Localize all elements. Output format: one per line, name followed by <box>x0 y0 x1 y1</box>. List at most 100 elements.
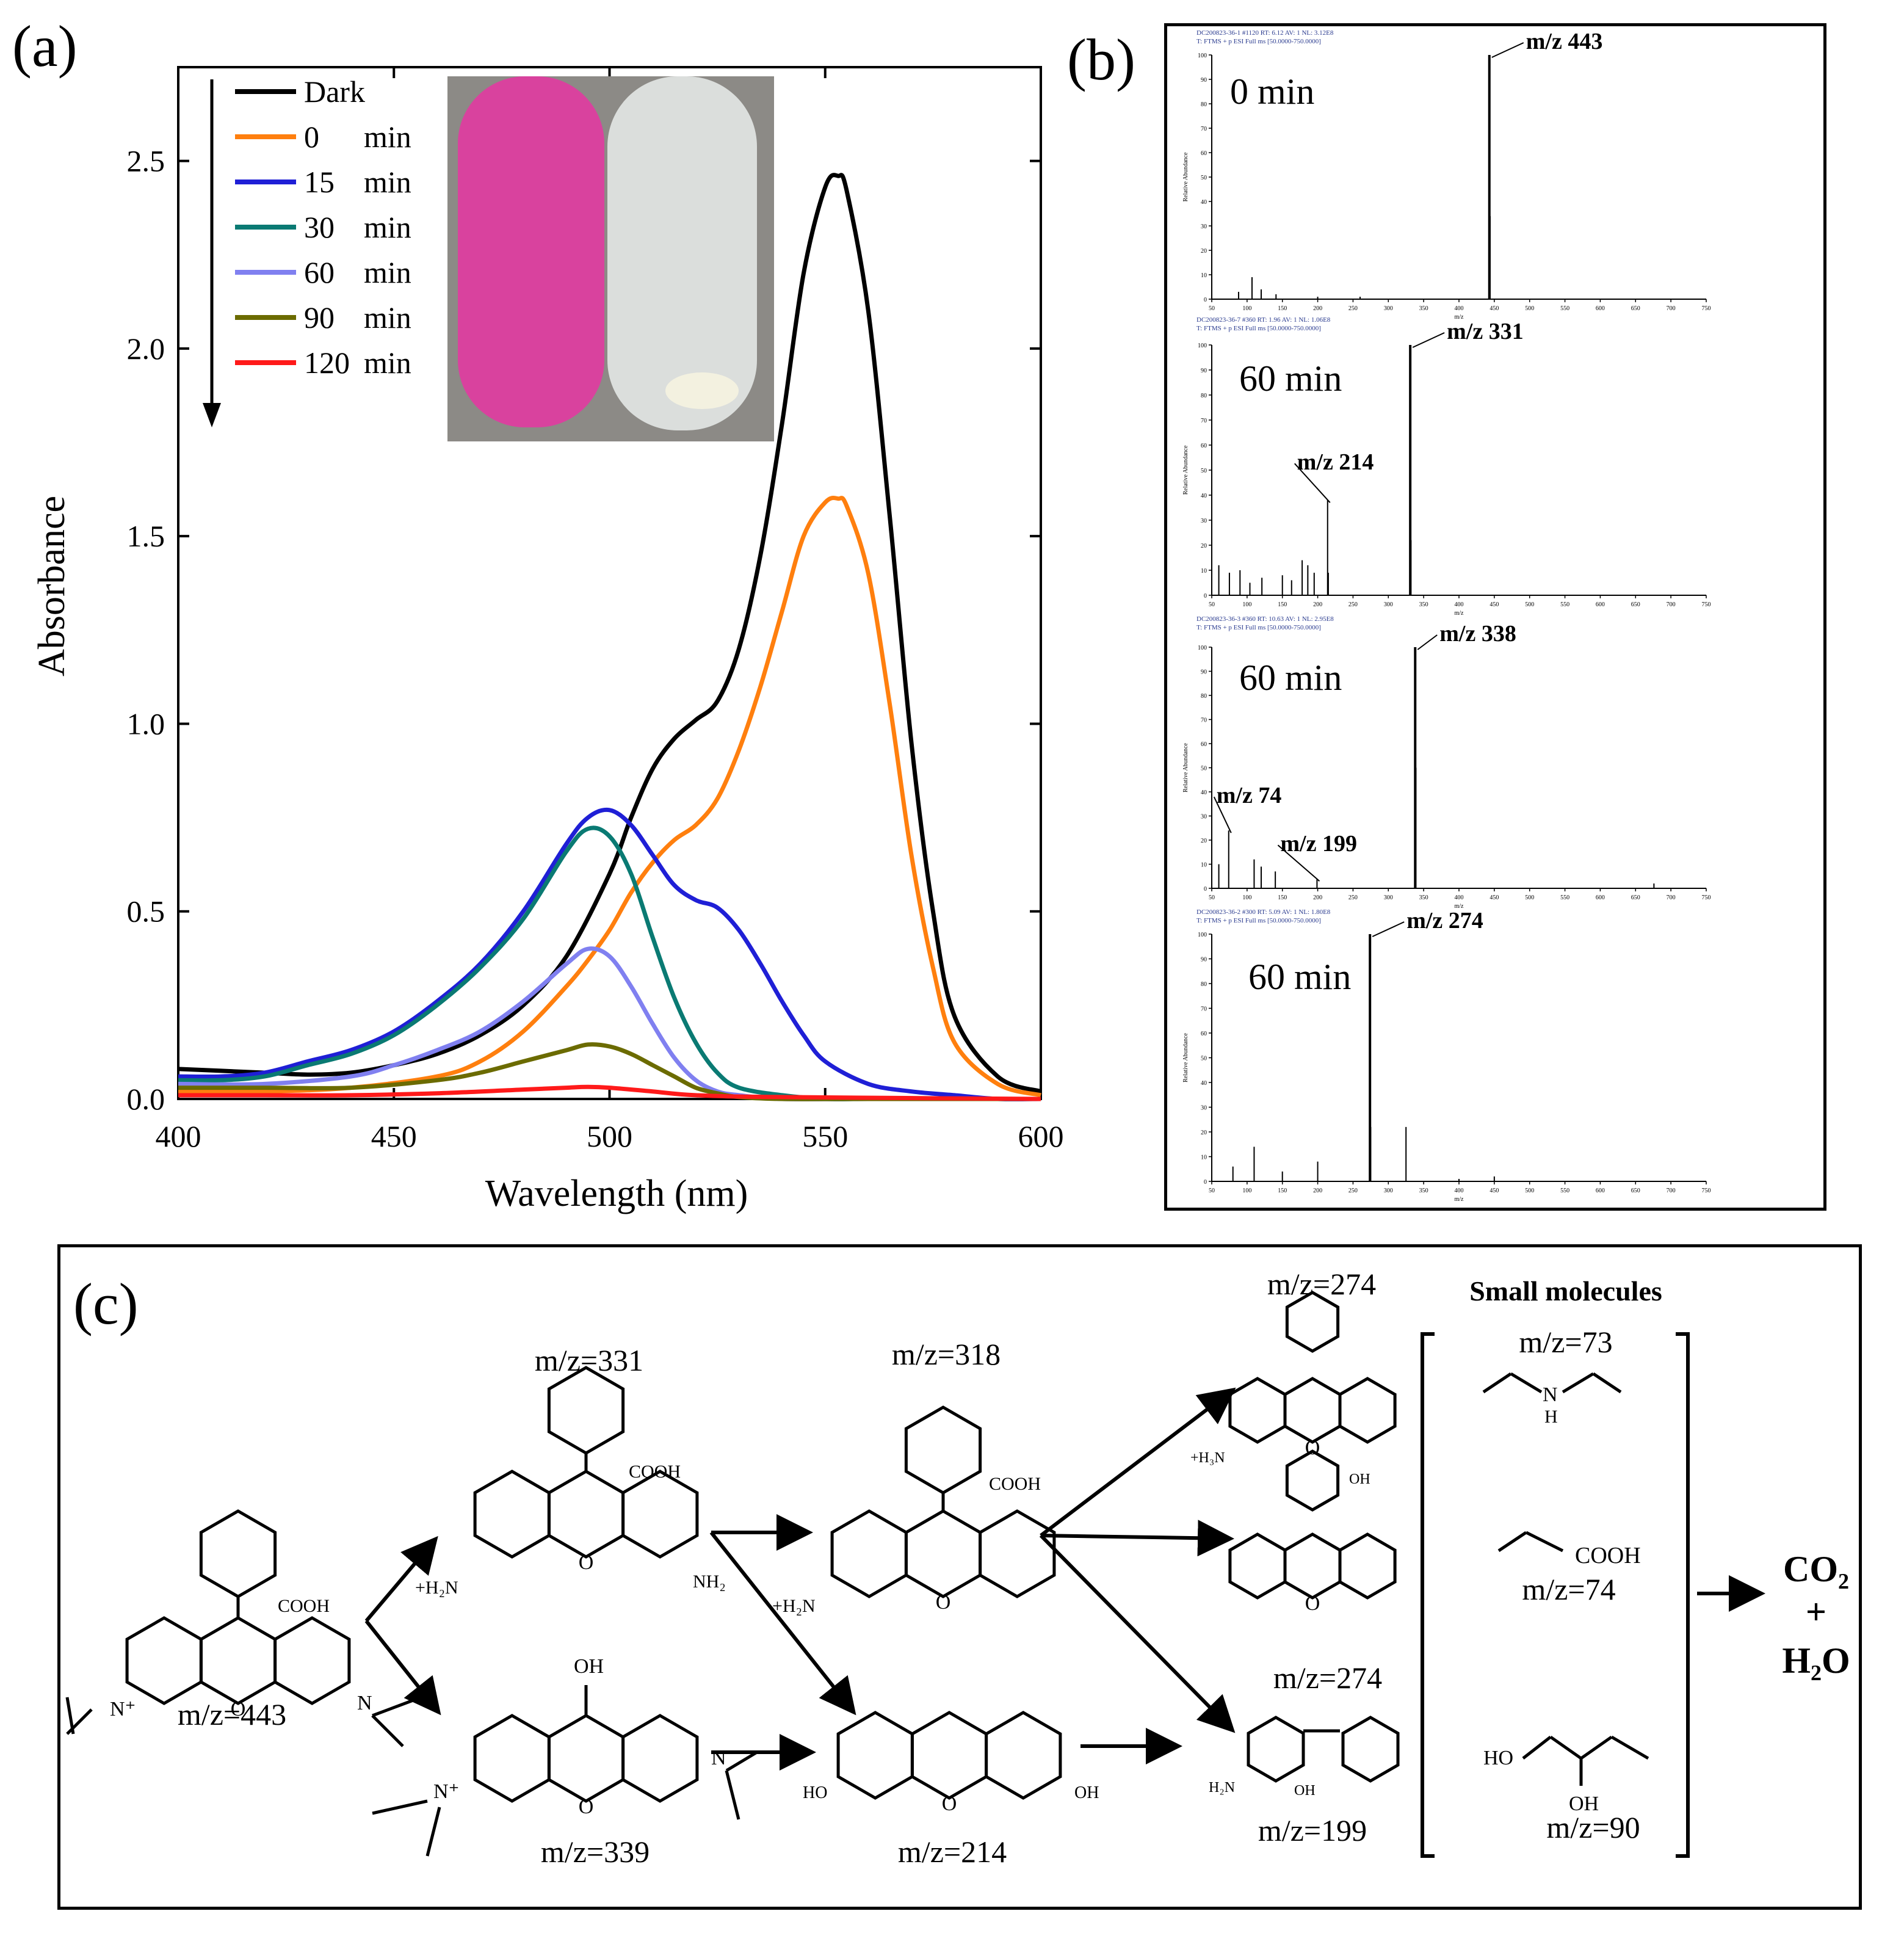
bond <box>725 1770 740 1820</box>
ms-y-tick-label: 30 <box>1201 518 1207 524</box>
ms-x-tick-label: 150 <box>1278 1187 1287 1194</box>
ms-x-tick-label: 50 <box>1209 1187 1215 1194</box>
ms-x-tick-label: 600 <box>1596 1187 1605 1194</box>
aminophenol-ring <box>1247 1716 1305 1783</box>
xanthene-ring-center <box>910 1711 988 1800</box>
arrow-443-to-331 <box>364 1535 438 1622</box>
phenyl-ring <box>1341 1716 1400 1783</box>
xanthene-ring-right <box>985 1711 1062 1800</box>
bond <box>372 1799 428 1815</box>
ms-y-tick-label: 60 <box>1201 443 1207 449</box>
annotation-leader <box>1372 921 1405 937</box>
ms-x-tick-label: 550 <box>1560 601 1569 608</box>
amine-h: H <box>1544 1407 1558 1427</box>
propionic-bond <box>1525 1531 1564 1553</box>
ms-spectrum-3: DC200823-36-3 #360 RT: 10.63 AV: 1 NL: 2… <box>1182 615 1711 910</box>
ms-x-tick-label: 50 <box>1209 601 1215 608</box>
bond <box>65 1697 75 1735</box>
y-tick-label: 0.5 <box>127 894 165 929</box>
legend-unit: min <box>364 120 411 154</box>
hydroxyl-group: OH <box>1349 1471 1370 1487</box>
hydroxyl-group: OH <box>1294 1783 1316 1799</box>
amine-group: H₂N <box>1209 1780 1235 1796</box>
label-mz-274-mid: m/z=274 <box>1273 1661 1382 1695</box>
atom-oxygen: O <box>231 1698 246 1720</box>
ms-x-tick-label: 400 <box>1455 1187 1464 1194</box>
y-tick-label: 1.0 <box>127 706 165 741</box>
ms-x-tick-label: 300 <box>1384 894 1393 901</box>
legend-time: 15 <box>304 165 335 199</box>
xanthene-ring-right <box>273 1616 351 1705</box>
ms-x-tick-label: 700 <box>1667 601 1676 608</box>
ms-x-tick-label: 250 <box>1348 601 1358 608</box>
ms-y-tick-label: 10 <box>1201 568 1207 575</box>
x-tick-label: 450 <box>371 1119 417 1153</box>
amine-n-plus: N⁺ <box>433 1780 460 1803</box>
propionic-bond <box>1497 1531 1527 1553</box>
ammonium-group: +H₃N <box>1190 1450 1225 1466</box>
ethyl-bond <box>1510 1372 1543 1394</box>
spectrum-header: DC200823-36-3 #360 RT: 10.63 AV: 1 NL: 2… <box>1196 615 1334 623</box>
ms-x-tick-label: 450 <box>1490 1187 1499 1194</box>
series-line-120 <box>178 1084 1041 1101</box>
xanthene-ring-left <box>125 1616 203 1705</box>
ms-y-axis-title: Relative Abundance <box>1182 445 1189 495</box>
diol-bond <box>1549 1735 1582 1760</box>
ms-y-tick-label: 50 <box>1201 175 1207 181</box>
ms-x-tick-label: 100 <box>1242 894 1251 901</box>
ms-x-tick-label: 100 <box>1242 305 1251 312</box>
legend-unit: min <box>364 165 411 199</box>
ms-y-tick-label: 0 <box>1204 886 1207 893</box>
hydroxyl-group: HO <box>803 1783 827 1802</box>
xanthene-ring-right <box>621 1470 699 1559</box>
peak-annotation: m/z 214 <box>1297 449 1374 475</box>
ms-x-tick-label: 400 <box>1455 894 1464 901</box>
phenyl-ring <box>547 1366 625 1455</box>
ms-x-tick-label: 50 <box>1209 894 1215 901</box>
annotation-leader <box>1412 332 1445 348</box>
ms-x-tick-label: 50 <box>1209 305 1215 312</box>
product-co2: CO₂ <box>1783 1549 1849 1589</box>
ms-y-tick-label: 70 <box>1201 1006 1207 1013</box>
ms-y-tick-label: 60 <box>1201 150 1207 157</box>
ms-y-tick-label: 20 <box>1201 838 1207 844</box>
ms-x-tick-label: 550 <box>1560 1187 1569 1194</box>
panel-b-label: (b) <box>1067 27 1135 92</box>
annotation-leader <box>1417 634 1438 650</box>
ms-y-tick-label: 60 <box>1201 1031 1207 1037</box>
label-mz-339: m/z=339 <box>541 1835 650 1869</box>
hydroxyl-group: HO <box>1483 1747 1513 1769</box>
ms-x-tick-label: 500 <box>1525 1187 1534 1194</box>
label-mz-274-top: m/z=274 <box>1267 1267 1376 1301</box>
tube-sediment <box>665 372 739 409</box>
ms-y-axis-title: Relative Abundance <box>1182 743 1189 792</box>
panel-a-label: (a) <box>12 13 78 79</box>
y-tick-label: 2.5 <box>127 144 165 178</box>
small-molecules-title: Small molecules <box>1469 1275 1662 1307</box>
arrow-318-to-199 <box>1039 1534 1236 1733</box>
ms-x-tick-label: 150 <box>1278 601 1287 608</box>
legend-time: 0 <box>304 120 319 154</box>
inset-photo <box>447 76 774 441</box>
cooh-group: COOH <box>1575 1543 1641 1568</box>
spectrum-header: DC200823-36-7 #360 RT: 1.96 AV: 1 NL: 1.… <box>1196 316 1331 324</box>
ms-spectrum-1: DC200823-36-1 #1120 RT: 6.12 AV: 1 NL: 3… <box>1182 29 1711 321</box>
diol-bond <box>1580 1735 1613 1760</box>
ms-y-tick-label: 100 <box>1198 53 1207 59</box>
ms-y-tick-label: 30 <box>1201 223 1207 230</box>
hydroxyl-group: OH <box>574 1655 604 1678</box>
bond <box>371 1714 404 1747</box>
cooh-group: COOH <box>989 1474 1041 1494</box>
ms-y-tick-label: 40 <box>1201 1080 1207 1087</box>
x-tick-label: 600 <box>1018 1119 1064 1153</box>
hydroxyl-group: OH <box>1569 1793 1599 1815</box>
annotation-leader <box>1213 796 1232 833</box>
ms-y-tick-label: 70 <box>1201 126 1207 132</box>
peak-annotation: m/z 274 <box>1406 908 1483 934</box>
spectrum-subheader: T: FTMS + p ESI Full ms [50.0000-750.000… <box>1196 917 1321 924</box>
ms-x-tick-label: 750 <box>1702 601 1711 608</box>
spectrum-subheader: T: FTMS + p ESI Full ms [50.0000-750.000… <box>1196 624 1321 631</box>
xanthene-ring-left <box>473 1714 551 1803</box>
xanthene-ring-left <box>1228 1377 1287 1444</box>
label-mz-214: m/z=214 <box>898 1835 1007 1869</box>
